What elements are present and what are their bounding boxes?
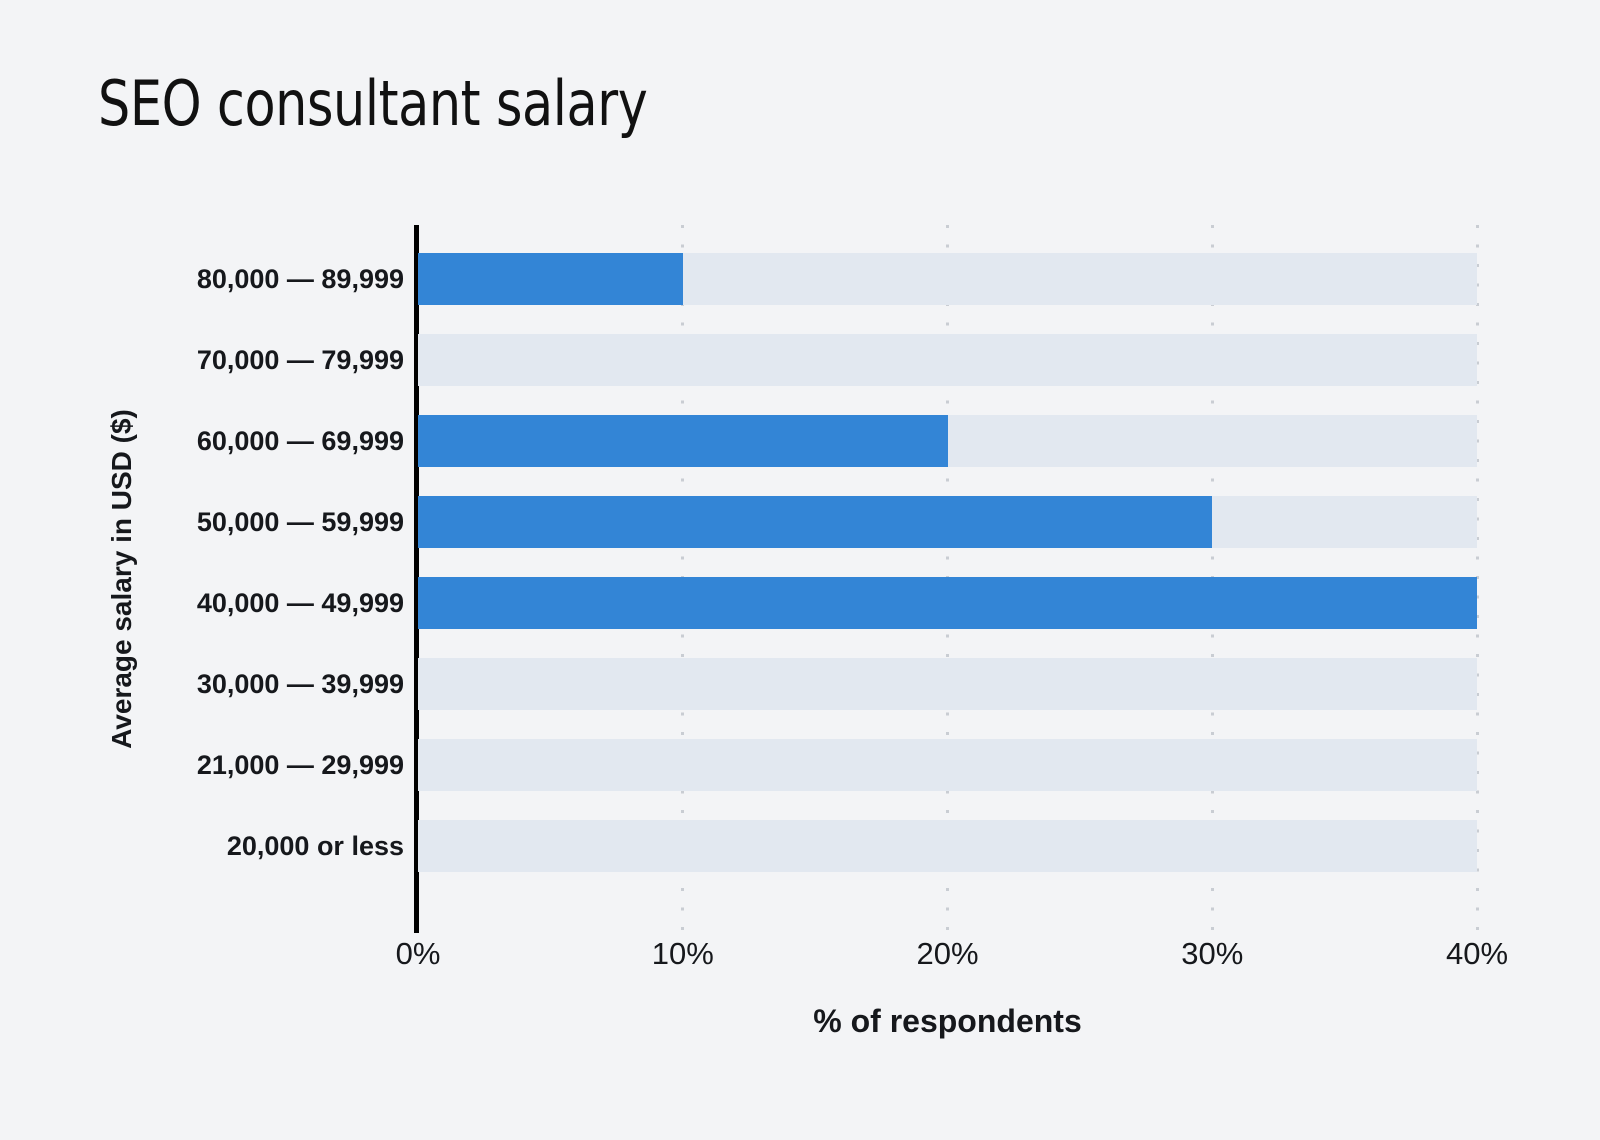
plot-area [418,225,1479,933]
x-axis-title: % of respondents [813,1003,1082,1039]
bar [418,496,1213,548]
bar-row [418,820,1477,872]
bar-row [418,253,1477,305]
bar [418,253,683,305]
y-tick-label: 70,000 — 79,999 [196,345,404,375]
x-tick-label: 40% [1445,936,1509,971]
x-axis-tick-labels: 0% 10% 20% 30% 40% [396,936,1508,988]
bar-track [418,658,1477,710]
y-tick-label: 20,000 or less [226,831,404,861]
y-tick-label: 40,000 — 49,999 [196,588,404,618]
y-axis-tick-labels: 80,000 — 89,999 70,000 — 79,999 60,000 — 6… [0,225,404,933]
y-tick-label: 60,000 — 69,999 [196,426,404,456]
y-tick-label: 80,000 — 89,999 [196,264,404,294]
x-tick-label: 0% [395,936,441,971]
bar-row [418,334,1477,386]
y-axis-line [414,225,419,933]
chart-title: SEO consultant salary [98,67,648,140]
bar-track [418,739,1477,791]
bar [418,415,948,467]
bar-track [418,334,1477,386]
bar-track [418,820,1477,872]
bar-row [418,415,1477,467]
x-tick-label: 10% [651,936,714,971]
bar-row [418,577,1477,629]
bar [418,577,1477,629]
y-tick-label: 50,000 — 59,999 [196,507,404,537]
x-tick-label: 30% [1181,936,1244,971]
y-tick-label: 21,000 — 29,999 [196,750,404,780]
bar-row [418,739,1477,791]
bar-row [418,496,1477,548]
x-tick-label: 20% [916,936,979,971]
y-tick-label: 30,000 — 39,999 [196,669,404,699]
gridline-40% [1475,225,1479,933]
bar-row [418,658,1477,710]
